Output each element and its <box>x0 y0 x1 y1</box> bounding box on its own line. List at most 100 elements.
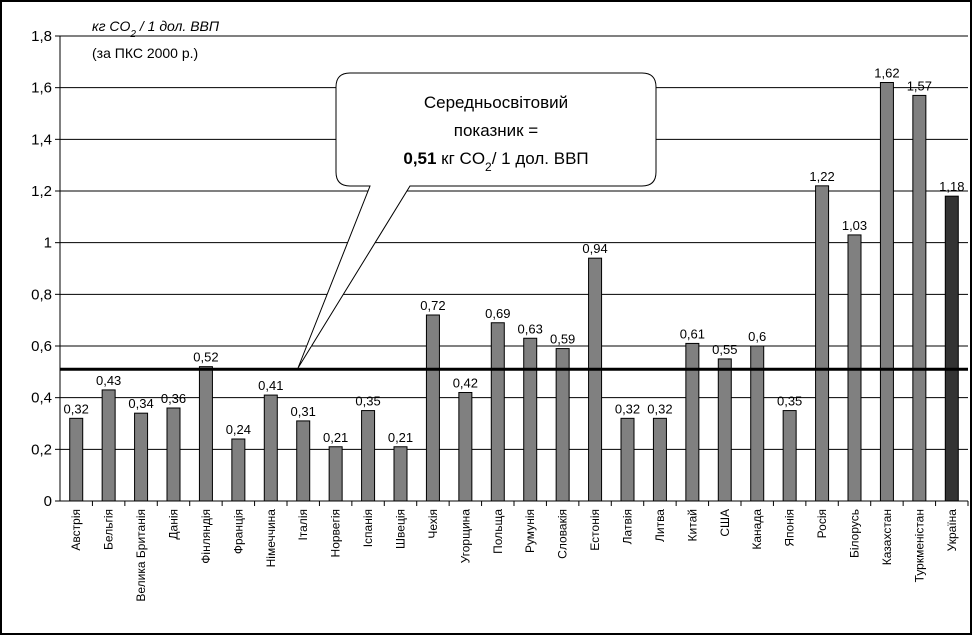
data-label: 0,24 <box>226 422 251 437</box>
y-tick-label: 1,6 <box>31 80 52 97</box>
y-axis: 0 0,2 0,4 0,6 0,8 1 1,2 1,4 1,6 1,8 <box>31 28 61 510</box>
category-label: Іспанія <box>361 509 375 547</box>
category-label: Австрія <box>69 509 83 551</box>
bar <box>296 420 311 502</box>
y-tick-label: 0,2 <box>31 441 52 458</box>
bar <box>361 410 376 502</box>
bar <box>555 348 570 502</box>
bar <box>166 407 181 502</box>
data-label: 0,31 <box>291 404 316 419</box>
bar <box>490 322 505 502</box>
category-label: Україна <box>945 509 959 552</box>
bar <box>425 314 440 502</box>
data-label: 0,32 <box>64 401 89 416</box>
category-label: Швеція <box>394 509 408 549</box>
data-label: 0,61 <box>680 326 705 341</box>
category-label: Польща <box>491 509 505 554</box>
data-label: 0,72 <box>420 298 445 313</box>
callout-line2: показник = <box>454 121 539 140</box>
data-label: 0,63 <box>518 321 543 336</box>
data-label: 0,43 <box>96 373 121 388</box>
data-label: 0,55 <box>712 342 737 357</box>
category-label: Туркменістан <box>912 509 926 582</box>
data-label: 0,42 <box>453 376 478 391</box>
category-label: Італія <box>296 509 310 541</box>
bar <box>782 410 797 502</box>
data-label: 0,35 <box>355 394 380 409</box>
callout-bubble <box>297 72 657 369</box>
category-label: Фінляндія <box>199 509 213 564</box>
data-label: 0,35 <box>777 394 802 409</box>
category-label: Канада <box>750 509 764 550</box>
data-label: 0,32 <box>647 401 672 416</box>
y-tick-label: 1,4 <box>31 131 52 148</box>
category-label: Угорщина <box>458 509 472 564</box>
bar <box>620 417 635 502</box>
bar <box>458 392 473 502</box>
category-label: Литва <box>653 509 667 542</box>
data-label: 1,18 <box>939 179 964 194</box>
data-label: 0,41 <box>258 378 283 393</box>
callout: Середньосвітовий показник = 0,51 кг CO2/… <box>297 72 657 369</box>
bar <box>815 185 830 502</box>
category-label: США <box>718 509 732 537</box>
bar <box>134 412 149 502</box>
category-label: Словакія <box>556 509 570 559</box>
category-label: Велика Британія <box>134 509 148 602</box>
category-label: Білорусь <box>848 509 862 558</box>
data-label: 1,62 <box>874 66 899 81</box>
data-label: 0,69 <box>485 306 510 321</box>
bar <box>523 337 538 502</box>
category-label: Франція <box>231 509 245 554</box>
category-label: Чехія <box>426 509 440 539</box>
category-label: Данія <box>167 509 181 540</box>
y-tick-label: 0 <box>44 493 52 510</box>
x-axis: Австрія Бельгія Велика Британія Данія Фінлян… <box>60 500 969 602</box>
data-label: 0,6 <box>748 329 766 344</box>
data-label: 0,94 <box>582 241 607 256</box>
bar <box>231 438 246 502</box>
data-label: 0,21 <box>388 430 413 445</box>
category-label: Латвія <box>621 509 635 544</box>
y-tick-label: 0,8 <box>31 286 52 303</box>
data-label: 1,03 <box>842 218 867 233</box>
category-label: Норвегія <box>329 509 343 557</box>
subtitle: (за ПКС 2000 р.) <box>92 45 198 61</box>
data-label: 0,32 <box>615 401 640 416</box>
bar <box>652 417 667 502</box>
bar <box>588 257 603 502</box>
callout-line3: 0,51 кг CO2/ 1 дол. ВВП <box>403 149 588 174</box>
bar <box>393 446 408 502</box>
data-label: 0,36 <box>161 391 186 406</box>
category-label: Казахстан <box>880 509 894 565</box>
data-label: 1,22 <box>809 169 834 184</box>
bar <box>685 342 700 502</box>
data-label: 0,21 <box>323 430 348 445</box>
bar <box>69 417 84 502</box>
bar <box>263 394 278 502</box>
category-label: Японія <box>783 509 797 547</box>
bar <box>328 446 343 502</box>
category-label: Естонія <box>588 509 602 551</box>
bar <box>198 366 213 502</box>
category-label: Бельгія <box>102 509 116 550</box>
bar <box>717 358 732 502</box>
y-tick-label: 1,2 <box>31 183 52 200</box>
data-label: 0,34 <box>128 396 153 411</box>
y-tick-label: 0,4 <box>31 390 52 407</box>
data-label: 0,59 <box>550 332 575 347</box>
data-label: 1,57 <box>907 78 932 93</box>
category-label: Китай <box>685 509 699 541</box>
category-label: Німеччина <box>264 509 278 568</box>
unit-label: кг CO2 / 1 дол. ВВП <box>92 18 220 40</box>
category-label: Румунія <box>523 509 537 553</box>
bar <box>101 389 116 502</box>
bar <box>912 94 927 502</box>
y-tick-label: 1,8 <box>31 28 52 45</box>
y-tick-label: 1 <box>44 235 52 252</box>
data-label: 0,52 <box>193 350 218 365</box>
y-tick-label: 0,6 <box>31 338 52 355</box>
callout-line1: Середньосвітовий <box>424 93 568 112</box>
